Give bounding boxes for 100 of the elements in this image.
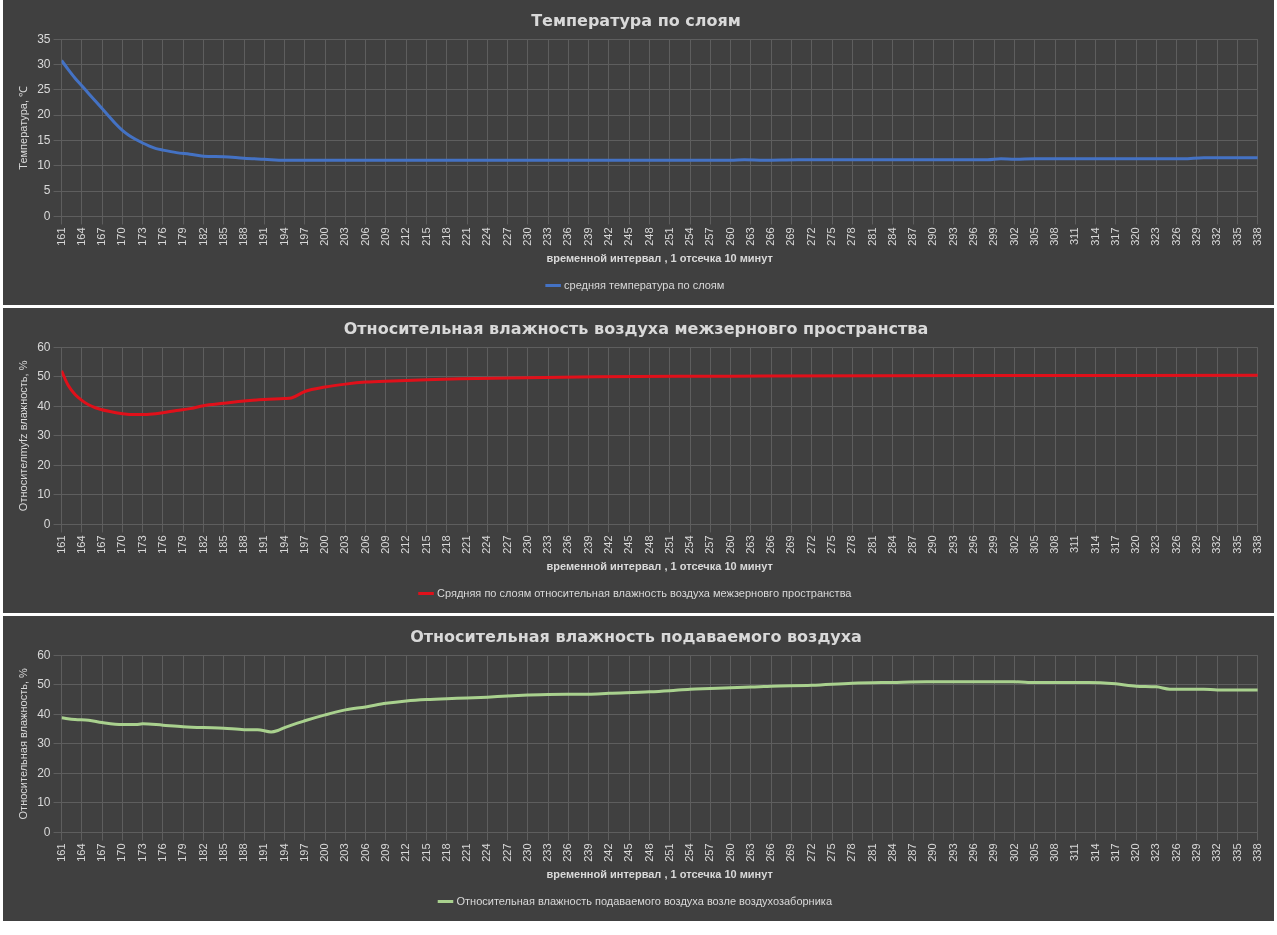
x-tick-label: 311 xyxy=(1068,535,1081,553)
x-tick-label: 188 xyxy=(237,535,250,554)
y-tick-label: 20 xyxy=(37,107,51,122)
x-tick-label: 221 xyxy=(460,843,473,862)
y-tick-label: 30 xyxy=(37,56,51,71)
x-tick-label: 191 xyxy=(257,227,270,246)
y-tick-label: 5 xyxy=(43,183,51,198)
x-tick-label: 170 xyxy=(115,843,128,862)
x-tick-label: 206 xyxy=(358,227,371,246)
x-tick-label: 161 xyxy=(54,843,67,862)
x-tick-label: 164 xyxy=(74,843,87,862)
x-tick-label: 242 xyxy=(602,535,615,554)
x-tick-label: 317 xyxy=(1108,843,1121,862)
y-tick-label: 20 xyxy=(37,457,51,472)
x-tick-label: 182 xyxy=(196,843,209,862)
x-tick-label: 227 xyxy=(500,535,513,554)
x-tick-label: 299 xyxy=(987,535,1000,554)
x-tick-label: 254 xyxy=(683,535,696,554)
x-tick-label: 290 xyxy=(926,843,939,862)
x-tick-label: 170 xyxy=(115,227,128,246)
x-tick-label: 269 xyxy=(784,535,797,554)
x-tick-label: 248 xyxy=(642,535,655,554)
x-tick-label: 290 xyxy=(926,535,939,554)
x-tick-label: 314 xyxy=(1088,227,1101,246)
x-tick-label: 221 xyxy=(460,227,473,246)
x-tick-label: 287 xyxy=(906,227,919,246)
x-axis-title: временной интервал , 1 отсечка 10 минут xyxy=(546,868,774,881)
chart-title: Относительная влажность подаваемого воздуха xyxy=(410,626,862,646)
x-tick-label: 194 xyxy=(277,227,290,246)
x-tick-label: 194 xyxy=(277,843,290,862)
y-tick-label: 0 xyxy=(43,824,51,839)
x-tick-label: 176 xyxy=(155,535,168,554)
x-tick-label: 182 xyxy=(196,535,209,554)
y-tick-label: 60 xyxy=(37,647,51,662)
x-tick-label: 314 xyxy=(1088,535,1101,554)
x-tick-label: 191 xyxy=(257,843,270,862)
x-tick-label: 290 xyxy=(926,227,939,246)
x-tick-label: 293 xyxy=(946,227,959,246)
y-tick-label: 10 xyxy=(37,795,51,810)
legend-label: Срядняя по слоям относительная влажность воздуха межзерновго пространства xyxy=(437,586,853,599)
x-tick-label: 239 xyxy=(581,227,594,246)
x-tick-label: 257 xyxy=(703,227,716,246)
x-tick-label: 287 xyxy=(906,535,919,554)
x-tick-label: 197 xyxy=(297,227,310,246)
y-tick-label: 30 xyxy=(37,736,51,751)
x-tick-label: 245 xyxy=(622,843,635,862)
x-tick-label: 335 xyxy=(1230,535,1243,554)
x-tick-label: 281 xyxy=(865,535,878,554)
x-tick-label: 266 xyxy=(764,843,777,862)
y-tick-label: 0 xyxy=(43,516,51,531)
x-tick-label: 269 xyxy=(784,227,797,246)
y-axis-title: Температура, ℃ xyxy=(16,85,29,170)
x-tick-label: 203 xyxy=(338,535,351,554)
x-tick-label: 335 xyxy=(1230,843,1243,862)
x-tick-label: 230 xyxy=(520,843,533,862)
x-tick-label: 323 xyxy=(1149,843,1162,862)
x-tick-label: 260 xyxy=(723,535,736,554)
y-axis-title: Относителmyfz влажность, % xyxy=(16,360,29,512)
x-tick-label: 278 xyxy=(845,535,858,554)
x-tick-label: 308 xyxy=(1048,535,1061,554)
x-tick-label: 209 xyxy=(378,843,391,862)
x-tick-label: 215 xyxy=(419,843,432,862)
x-tick-label: 200 xyxy=(318,843,331,862)
x-tick-label: 239 xyxy=(581,843,594,862)
x-tick-label: 296 xyxy=(966,227,979,246)
x-tick-label: 245 xyxy=(622,535,635,554)
legend-label: Относительная влажность подаваемого воздуха возле воздухозаборника xyxy=(456,894,833,907)
x-tick-label: 317 xyxy=(1108,227,1121,246)
x-tick-label: 275 xyxy=(825,535,838,554)
x-tick-label: 167 xyxy=(95,843,108,862)
x-tick-label: 260 xyxy=(723,227,736,246)
x-tick-label: 179 xyxy=(176,535,189,554)
y-tick-label: 10 xyxy=(37,487,51,502)
x-tick-label: 185 xyxy=(216,843,229,862)
x-tick-label: 296 xyxy=(966,535,979,554)
x-tick-label: 308 xyxy=(1048,227,1061,246)
x-tick-label: 302 xyxy=(1007,535,1020,554)
x-tick-label: 206 xyxy=(358,535,371,554)
x-tick-label: 236 xyxy=(561,535,574,554)
x-tick-label: 245 xyxy=(622,227,635,246)
x-tick-label: 320 xyxy=(1129,227,1142,246)
x-tick-label: 242 xyxy=(602,843,615,862)
y-tick-label: 10 xyxy=(37,158,51,173)
legend-label: средняя температура по слоям xyxy=(564,278,725,291)
x-tick-label: 323 xyxy=(1149,535,1162,554)
x-tick-label: 317 xyxy=(1108,535,1121,554)
x-tick-label: 302 xyxy=(1007,843,1020,862)
x-tick-label: 257 xyxy=(703,843,716,862)
x-tick-label: 257 xyxy=(703,535,716,554)
x-tick-label: 233 xyxy=(541,227,554,246)
x-tick-label: 338 xyxy=(1250,843,1263,862)
chart-title: Температура по слоям xyxy=(531,10,741,30)
chart-title: Относительная влажность воздуха межзерновго пространства xyxy=(343,318,929,338)
x-tick-label: 185 xyxy=(216,227,229,246)
x-tick-label: 209 xyxy=(378,535,391,554)
x-tick-label: 332 xyxy=(1210,843,1223,862)
y-tick-label: 25 xyxy=(37,82,51,97)
x-tick-label: 251 xyxy=(662,535,675,554)
x-tick-label: 299 xyxy=(987,227,1000,246)
x-tick-label: 335 xyxy=(1230,227,1243,246)
